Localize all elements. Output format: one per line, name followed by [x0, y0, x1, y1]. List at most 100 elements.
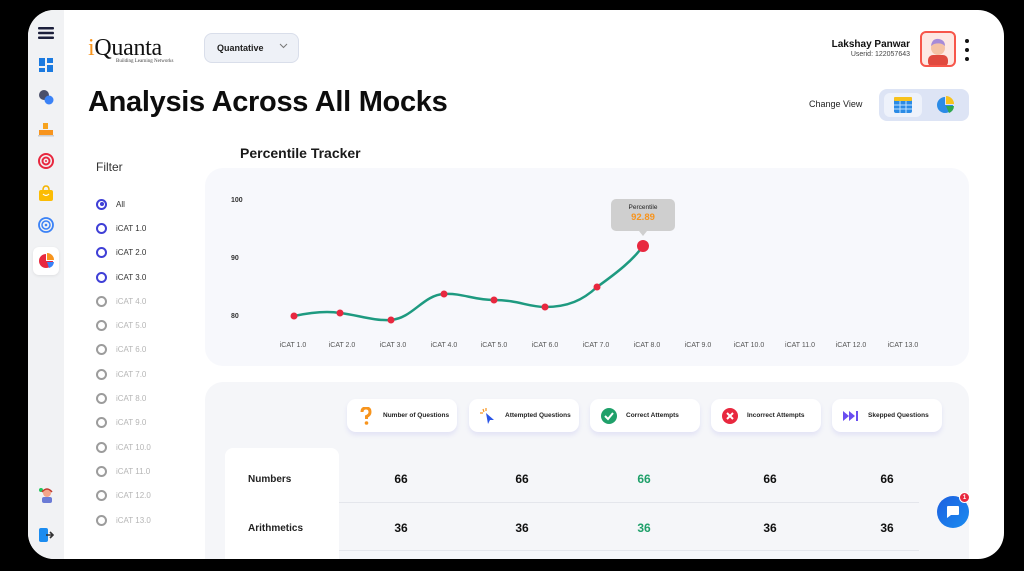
- user-avatar-icon: [928, 38, 948, 65]
- data-point[interactable]: [290, 312, 298, 320]
- radio[interactable]: [96, 271, 107, 283]
- chart-view-button[interactable]: [926, 93, 964, 117]
- target-icon[interactable]: [33, 148, 59, 174]
- table-cell: 36: [637, 521, 651, 535]
- data-point[interactable]: [541, 303, 549, 311]
- x-label: iCAT 10.0: [733, 342, 765, 349]
- column-label: Number of Questions: [383, 412, 450, 419]
- x-label: iCAT 11.0: [785, 342, 815, 349]
- filter-option-icat-2[interactable]: iCAT 2.0: [96, 241, 151, 265]
- data-point[interactable]: [440, 290, 448, 298]
- quiz-icon[interactable]: [33, 84, 59, 110]
- check-circle-icon: [600, 407, 618, 424]
- y-tick-90: 90: [231, 255, 239, 262]
- dashboard-icon[interactable]: [33, 52, 59, 78]
- kebab-dot: [965, 48, 969, 52]
- radar-icon[interactable]: [33, 212, 59, 238]
- x-label: iCAT 3.0: [379, 342, 407, 349]
- row-divider: [339, 502, 919, 503]
- support-agent-icon[interactable]: [33, 482, 59, 508]
- x-label: iCAT 12.0: [835, 342, 867, 349]
- table-view-button[interactable]: [884, 93, 922, 117]
- filter-option-icat-13: iCAT 13.0: [96, 508, 151, 532]
- more-options-button[interactable]: [964, 39, 970, 61]
- menu-icon[interactable]: [33, 20, 59, 46]
- column-incorrect-attempts: Incorrect Attempts: [711, 399, 821, 432]
- filter-option-icat-10: iCAT 10.0: [96, 435, 151, 459]
- filter-option-icat-1[interactable]: iCAT 1.0: [96, 216, 151, 240]
- radio-disabled: [96, 344, 107, 356]
- radio-disabled: [96, 320, 107, 332]
- chevron-down-icon: [279, 43, 288, 49]
- x-label: iCAT 4.0: [430, 342, 458, 349]
- change-view-label: Change View: [809, 99, 863, 109]
- column-label: Correct Attempts: [626, 412, 679, 419]
- filter-option-label: iCAT 3.0: [116, 272, 147, 282]
- app-window: iQuanta Building Learning Networks Quant…: [28, 10, 1004, 559]
- percentile-tooltip: Percentile 92.89: [611, 199, 675, 236]
- filter-option-label: iCAT 4.0: [116, 296, 147, 306]
- data-point[interactable]: [593, 283, 601, 291]
- data-point[interactable]: [490, 296, 498, 304]
- user-id: Userid: 122057643: [850, 51, 910, 58]
- radio-disabled: [96, 417, 107, 429]
- filter-option-label: iCAT 9.0: [116, 418, 147, 428]
- iquanta-logo[interactable]: iQuanta Building Learning Networks: [88, 36, 174, 64]
- x-label: iCAT 13.0: [887, 342, 919, 349]
- radio-disabled: [96, 490, 107, 502]
- leaderboard-icon[interactable]: [33, 116, 59, 142]
- kebab-dot: [965, 39, 969, 43]
- filter-option-label: iCAT 12.0: [116, 491, 151, 501]
- y-tick-100: 100: [231, 197, 243, 204]
- filter-option-icat-3[interactable]: iCAT 3.0: [96, 265, 151, 289]
- radio-disabled: [96, 295, 107, 307]
- subject-dropdown-value: Quantative: [217, 43, 264, 53]
- question-icon: [357, 406, 375, 425]
- radio-disabled: [96, 368, 107, 380]
- filter-option-label: iCAT 8.0: [116, 394, 147, 404]
- shop-icon[interactable]: [33, 180, 59, 206]
- filter-option-icat-9: iCAT 9.0: [96, 411, 151, 435]
- column-label: Skepped Questions: [868, 412, 929, 419]
- filter-title: Filter: [96, 160, 123, 174]
- filter-option-label: iCAT 7.0: [116, 369, 147, 379]
- analytics-icon[interactable]: [33, 247, 59, 275]
- table-cell: 66: [763, 472, 777, 486]
- table-cell: 36: [515, 521, 529, 535]
- table-cell: 66: [394, 472, 408, 486]
- radio[interactable]: [96, 222, 107, 234]
- logout-icon[interactable]: [33, 522, 59, 548]
- filter-option-label: iCAT 1.0: [116, 223, 147, 233]
- logo-tagline: Building Learning Networks: [116, 59, 174, 64]
- percentile-line-chart: [290, 240, 649, 324]
- avatar[interactable]: [920, 31, 956, 67]
- radio[interactable]: [96, 247, 107, 259]
- x-label: iCAT 8.0: [633, 342, 661, 349]
- filter-option-icat-4: iCAT 4.0: [96, 289, 151, 313]
- filter-option-all[interactable]: All: [96, 192, 151, 216]
- chat-notification-badge: 1: [959, 492, 970, 503]
- radio-disabled: [96, 514, 107, 526]
- chat-icon: [947, 506, 959, 518]
- subject-dropdown[interactable]: Quantative: [204, 33, 299, 63]
- table-icon: [894, 97, 912, 113]
- filter-option-icat-7: iCAT 7.0: [96, 362, 151, 386]
- data-point[interactable]: [336, 309, 344, 317]
- filter-option-label: iCAT 2.0: [116, 248, 147, 258]
- radio-checked[interactable]: [96, 198, 107, 210]
- cursor-click-icon: [479, 407, 497, 424]
- chart-title: Percentile Tracker: [240, 145, 361, 161]
- percentile-line: [293, 245, 645, 322]
- data-point-active[interactable]: [637, 240, 649, 252]
- page-title: Analysis Across All Mocks: [88, 86, 448, 118]
- filter-option-icat-12: iCAT 12.0: [96, 484, 151, 508]
- column-attempted-questions: Attempted Questions: [469, 399, 579, 432]
- filter-option-label: iCAT 6.0: [116, 345, 147, 355]
- tooltip-value: 92.89: [631, 212, 655, 223]
- x-label: iCAT 5.0: [480, 342, 508, 349]
- pie-chart-icon: [937, 96, 954, 113]
- filter-option-label: iCAT 13.0: [116, 515, 151, 525]
- view-toggle: [879, 89, 969, 121]
- x-label: iCAT 9.0: [684, 342, 712, 349]
- data-point[interactable]: [387, 316, 395, 324]
